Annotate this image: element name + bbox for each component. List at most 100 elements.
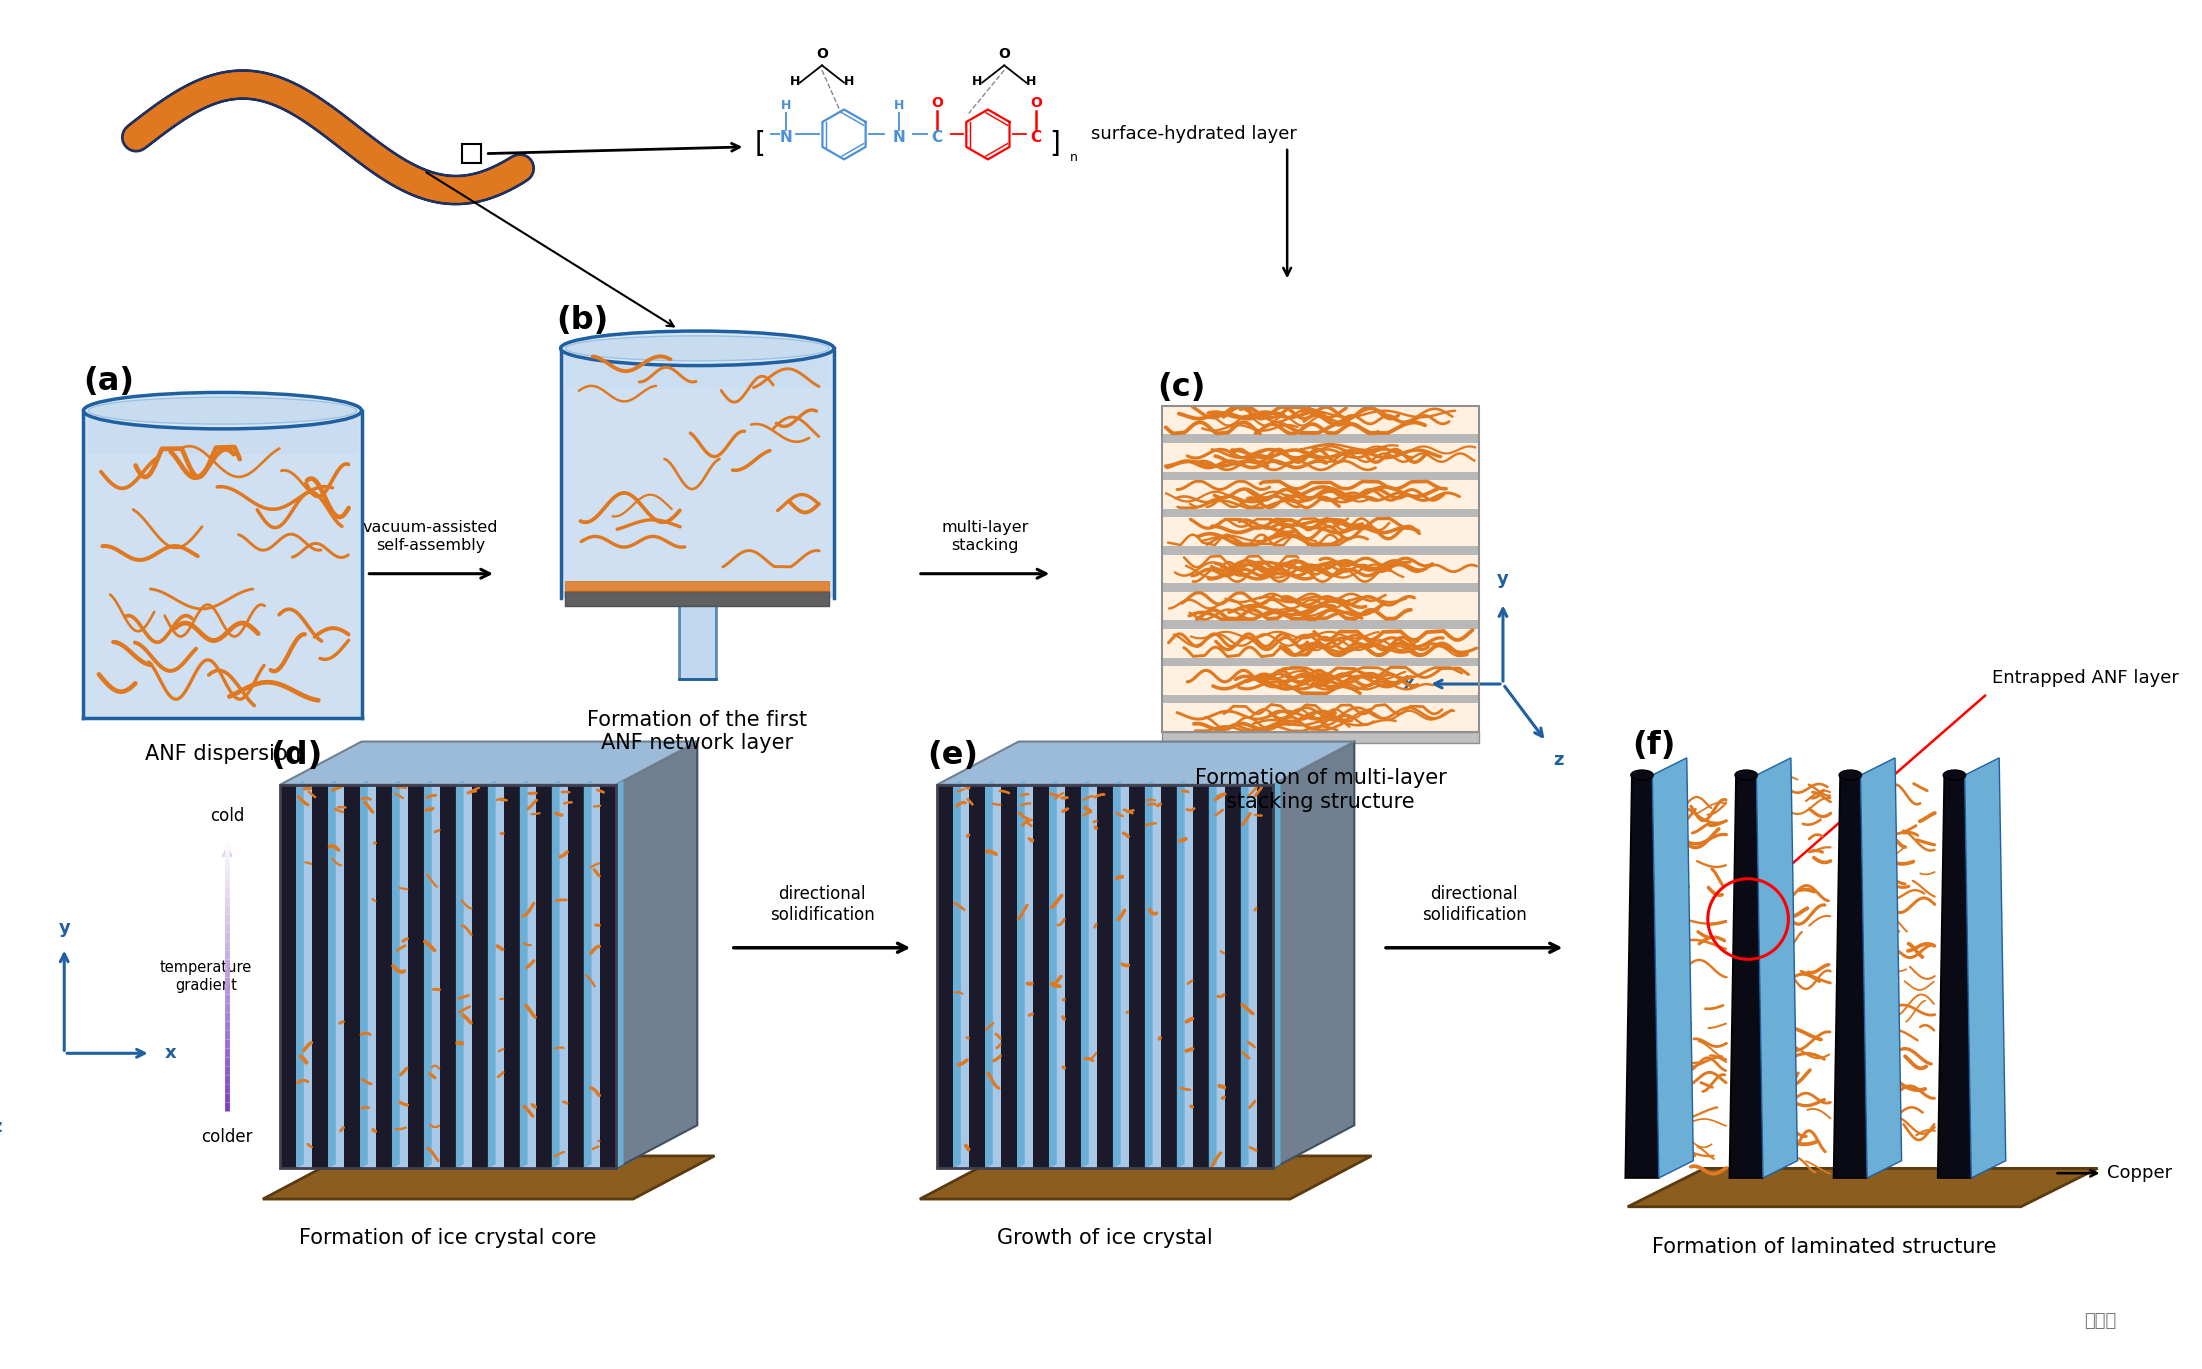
Bar <box>969 784 984 1168</box>
Text: O: O <box>931 96 942 110</box>
Text: surface-hydrated layer: surface-hydrated layer <box>1090 126 1297 144</box>
FancyBboxPatch shape <box>566 356 830 386</box>
Text: (c): (c) <box>1158 372 1207 404</box>
Text: colder: colder <box>203 1128 253 1146</box>
Ellipse shape <box>566 335 830 361</box>
Bar <box>280 784 617 1168</box>
Text: Formation of the first
ANF network layer: Formation of the first ANF network layer <box>588 711 808 753</box>
Bar <box>938 784 1273 1168</box>
Polygon shape <box>953 780 960 1168</box>
FancyBboxPatch shape <box>566 591 830 606</box>
Polygon shape <box>1017 780 1024 1168</box>
Polygon shape <box>489 780 495 1168</box>
Polygon shape <box>938 742 1354 784</box>
Bar <box>1163 667 1480 695</box>
Bar <box>1163 481 1480 509</box>
FancyBboxPatch shape <box>84 411 361 717</box>
Text: ]: ] <box>1050 130 1061 157</box>
Bar <box>599 784 617 1168</box>
Polygon shape <box>1627 1168 2099 1206</box>
Polygon shape <box>984 780 993 1168</box>
Text: O: O <box>817 47 828 60</box>
Text: O: O <box>1031 96 1042 110</box>
Polygon shape <box>1625 775 1658 1177</box>
Text: cold: cold <box>209 806 244 826</box>
Polygon shape <box>1048 780 1057 1168</box>
Polygon shape <box>456 780 465 1168</box>
Polygon shape <box>1757 758 1797 1177</box>
Text: directional
solidification: directional solidification <box>771 884 874 924</box>
FancyBboxPatch shape <box>562 348 835 598</box>
Polygon shape <box>425 780 432 1168</box>
Bar <box>1163 405 1480 732</box>
Text: Formation of multi-layer
stacking structure: Formation of multi-layer stacking struct… <box>1196 768 1447 812</box>
Bar <box>1163 628 1480 657</box>
Bar <box>1163 704 1480 732</box>
Polygon shape <box>617 780 623 1168</box>
Text: [: [ <box>755 130 764 157</box>
Polygon shape <box>920 1155 1372 1199</box>
Polygon shape <box>280 742 698 784</box>
Bar <box>1033 784 1048 1168</box>
Bar <box>1163 591 1480 620</box>
Bar <box>1066 784 1081 1168</box>
Ellipse shape <box>1632 769 1654 780</box>
Polygon shape <box>1240 780 1249 1168</box>
Polygon shape <box>1112 780 1121 1168</box>
Text: temperature
gradient: temperature gradient <box>161 961 253 993</box>
Polygon shape <box>392 780 401 1168</box>
Text: vacuum-assisted
self-assembly: vacuum-assisted self-assembly <box>363 520 498 553</box>
Bar <box>1163 472 1480 481</box>
Ellipse shape <box>1942 769 1966 780</box>
Ellipse shape <box>562 331 835 366</box>
Bar <box>1163 517 1480 546</box>
Text: Growth of ice crystal: Growth of ice crystal <box>998 1228 1213 1249</box>
Bar <box>1163 434 1480 444</box>
Text: ANF dispersion: ANF dispersion <box>145 745 299 764</box>
FancyBboxPatch shape <box>678 598 716 679</box>
Bar <box>1257 784 1273 1168</box>
Bar <box>1163 546 1480 554</box>
Text: H: H <box>843 74 854 88</box>
Ellipse shape <box>88 397 357 424</box>
Bar <box>407 784 425 1168</box>
Polygon shape <box>1834 775 1867 1177</box>
Polygon shape <box>1209 780 1216 1168</box>
Bar <box>504 784 520 1168</box>
Text: z: z <box>1552 752 1563 769</box>
Text: (a): (a) <box>84 366 134 397</box>
Bar <box>377 784 392 1168</box>
Polygon shape <box>1273 742 1354 1168</box>
Bar <box>344 784 359 1168</box>
Text: Formation of laminated structure: Formation of laminated structure <box>1652 1238 1997 1258</box>
Bar <box>1160 784 1176 1168</box>
Bar <box>938 784 1273 1168</box>
Polygon shape <box>553 780 559 1168</box>
Text: n: n <box>1070 152 1079 164</box>
Polygon shape <box>359 780 368 1168</box>
Ellipse shape <box>84 393 361 428</box>
Bar <box>938 784 953 1168</box>
Ellipse shape <box>1735 769 1757 780</box>
Bar <box>535 784 553 1168</box>
Text: (f): (f) <box>1632 730 1676 761</box>
Bar <box>1163 583 1480 591</box>
Bar <box>280 784 295 1168</box>
Text: H: H <box>1026 74 1037 88</box>
Bar <box>1163 620 1480 628</box>
Bar <box>462 144 482 163</box>
Text: x: x <box>165 1045 176 1062</box>
Text: Entrapped ANF layer: Entrapped ANF layer <box>1993 669 2180 687</box>
Bar <box>1224 784 1240 1168</box>
Text: H: H <box>894 99 903 111</box>
Bar <box>1163 695 1480 704</box>
Text: N: N <box>892 130 905 145</box>
Polygon shape <box>1081 780 1088 1168</box>
Text: H: H <box>971 74 982 88</box>
Bar <box>313 784 328 1168</box>
Bar <box>280 784 617 1168</box>
Polygon shape <box>295 780 304 1168</box>
Polygon shape <box>1964 758 2006 1177</box>
Polygon shape <box>1652 758 1693 1177</box>
FancyBboxPatch shape <box>566 582 830 591</box>
